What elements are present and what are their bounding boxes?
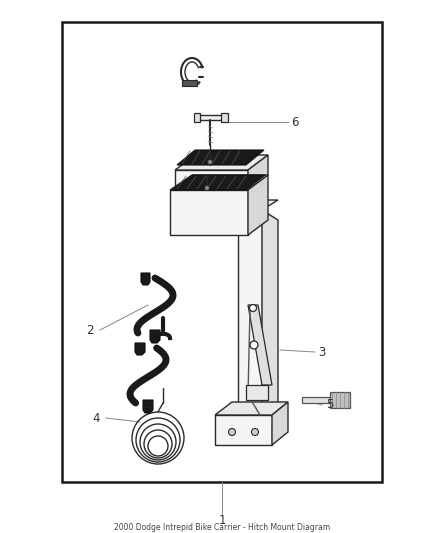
Text: 2000 Dodge Intrepid Bike Carrier - Hitch Mount Diagram: 2000 Dodge Intrepid Bike Carrier - Hitch…	[114, 522, 330, 531]
Polygon shape	[248, 175, 268, 235]
Polygon shape	[238, 210, 262, 415]
Circle shape	[250, 304, 257, 311]
Text: 1: 1	[218, 514, 226, 528]
Text: 5: 5	[326, 399, 334, 411]
Text: 4: 4	[92, 411, 100, 424]
Polygon shape	[215, 402, 288, 415]
Circle shape	[250, 341, 258, 349]
Polygon shape	[150, 330, 160, 343]
Polygon shape	[135, 343, 145, 355]
Polygon shape	[175, 155, 268, 170]
Polygon shape	[246, 385, 268, 400]
Text: 3: 3	[318, 345, 326, 359]
Polygon shape	[248, 305, 272, 385]
Polygon shape	[215, 415, 272, 445]
Circle shape	[208, 159, 212, 165]
Polygon shape	[143, 400, 153, 413]
Circle shape	[251, 429, 258, 435]
Polygon shape	[170, 190, 248, 235]
Polygon shape	[262, 210, 278, 425]
Polygon shape	[330, 392, 350, 408]
Circle shape	[205, 185, 209, 190]
Text: 2: 2	[86, 324, 94, 336]
Bar	[62, 22, 382, 482]
Polygon shape	[221, 113, 228, 122]
Polygon shape	[177, 150, 264, 165]
Polygon shape	[141, 273, 150, 285]
Polygon shape	[172, 175, 265, 190]
Polygon shape	[248, 155, 268, 190]
Polygon shape	[182, 80, 197, 86]
Circle shape	[229, 429, 236, 435]
Polygon shape	[197, 115, 224, 120]
Polygon shape	[302, 397, 336, 403]
Polygon shape	[175, 170, 248, 190]
Polygon shape	[272, 402, 288, 445]
Text: 6: 6	[291, 116, 299, 128]
Polygon shape	[238, 200, 278, 210]
Polygon shape	[194, 113, 200, 122]
Polygon shape	[170, 175, 268, 190]
